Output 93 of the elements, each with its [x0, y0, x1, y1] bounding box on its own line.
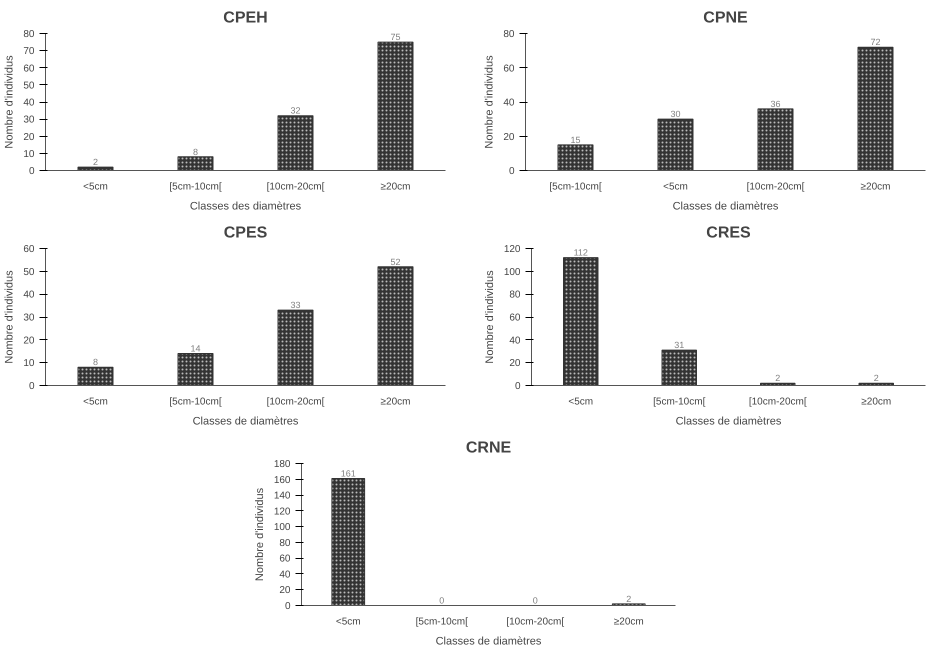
y-tick-label: 70 [23, 46, 35, 58]
x-tick-label: <5cm [83, 182, 108, 192]
y-tick-label: 180 [274, 459, 291, 470]
y-tick-label: 140 [274, 490, 291, 502]
x-tick-label: ≥20cm [861, 396, 892, 408]
y-tick-label: 0 [28, 381, 35, 392]
x-tick-label: [10cm-20cm[ [506, 616, 564, 628]
y-tick-label: 0 [514, 381, 521, 392]
y-tick-label: 0 [28, 166, 35, 177]
x-tick-label: ≥20cm [380, 182, 410, 192]
data-label: 33 [290, 300, 301, 310]
x-tick-label: [5cm-10cm[ [169, 182, 222, 192]
y-tick-label: 60 [23, 63, 35, 74]
y-tick-label: 60 [23, 244, 35, 255]
y-tick-label: 60 [503, 63, 515, 74]
y-axis-title: Nombre d'individus [3, 270, 16, 364]
x-tick-label: [10cm-20cm[ [266, 182, 325, 192]
data-label: 2 [775, 373, 780, 384]
x-tick-label: <5cm [568, 396, 594, 408]
x-axis-title: Classes de diamètres [676, 416, 782, 428]
x-axis-title: Classes de diamètres [672, 200, 779, 212]
x-tick-label: <5cm [83, 396, 108, 408]
x-tick-label: <5cm [663, 182, 688, 192]
data-label: 14 [190, 344, 201, 354]
data-label: 8 [192, 146, 198, 157]
data-label: 0 [532, 596, 538, 606]
y-axis-title: Nombre d'individus [3, 54, 16, 149]
y-tick-label: 0 [508, 166, 515, 177]
x-tick-label: ≥20cm [380, 396, 410, 408]
y-tick-label: 80 [509, 290, 521, 301]
y-tick-label: 30 [23, 312, 35, 324]
y-axis-title: Nombre d'individus [483, 54, 496, 149]
data-label: 161 [340, 468, 356, 478]
data-label: 2 [874, 373, 879, 384]
x-tick-label: <5cm [336, 616, 361, 628]
data-label: 36 [770, 98, 781, 109]
x-axis-title: Classes des diamètres [190, 200, 302, 212]
y-tick-label: 40 [23, 290, 35, 301]
y-tick-label: 40 [503, 98, 515, 108]
x-tick-label: [5cm-10cm[ [416, 616, 468, 628]
x-axis-title: Classes de diamètres [436, 636, 542, 648]
data-label: 112 [574, 248, 588, 258]
y-tick-label: 80 [279, 538, 291, 549]
y-tick-label: 120 [504, 244, 521, 255]
x-tick-label: [10cm-20cm[ [746, 182, 805, 192]
y-tick-label: 20 [23, 335, 35, 346]
y-tick-label: 20 [503, 132, 515, 143]
data-label: 2 [92, 157, 98, 168]
y-tick-label: 0 [284, 601, 291, 612]
x-tick-label: ≥20cm [614, 616, 644, 628]
y-tick-label: 60 [509, 312, 521, 324]
y-tick-label: 160 [274, 474, 291, 486]
chart-title: CPNE [703, 10, 748, 26]
y-tick-label: 100 [504, 266, 521, 278]
x-tick-label: ≥20cm [860, 182, 890, 192]
x-tick-label: [5cm-10cm[ [169, 396, 222, 408]
x-tick-label: [5cm-10cm[ [653, 396, 706, 408]
y-axis-title: Nombre d'individus [254, 487, 266, 582]
data-label: 8 [92, 357, 98, 368]
x-tick-label: [10cm-20cm[ [266, 396, 325, 408]
y-tick-label: 10 [23, 148, 35, 160]
y-tick-label: 10 [23, 358, 35, 370]
data-label: 31 [674, 340, 684, 350]
y-tick-label: 40 [279, 569, 291, 580]
y-tick-label: 80 [503, 29, 515, 40]
y-tick-label: 80 [23, 29, 35, 40]
y-tick-label: 40 [509, 335, 521, 346]
y-tick-label: 120 [274, 506, 291, 518]
y-tick-label: 40 [23, 98, 35, 108]
data-label: 32 [290, 106, 301, 116]
y-tick-label: 100 [274, 522, 291, 534]
x-axis-title: Classes de diamètres [192, 416, 299, 428]
chart-title: CPES [224, 224, 268, 242]
data-label: 72 [870, 37, 881, 48]
y-tick-label: 60 [279, 554, 291, 565]
data-label: 0 [439, 596, 444, 606]
data-label: 15 [570, 134, 581, 145]
y-axis-title: Nombre d'individus [484, 270, 496, 364]
y-tick-label: 50 [23, 266, 35, 278]
data-label: 30 [670, 109, 681, 120]
y-tick-label: 20 [509, 358, 521, 370]
y-tick-label: 20 [279, 585, 291, 596]
chart-title: CPEH [223, 10, 268, 26]
chart-title: CRNE [466, 440, 512, 456]
data-label: 52 [390, 256, 401, 267]
x-tick-label: [10cm-20cm[ [748, 396, 807, 408]
y-tick-label: 20 [23, 132, 35, 143]
x-tick-label: [5cm-10cm[ [549, 182, 602, 192]
data-label: 2 [626, 594, 632, 604]
chart-title: CRES [706, 224, 752, 242]
data-label: 75 [390, 32, 401, 42]
y-tick-label: 30 [23, 114, 35, 126]
y-tick-label: 50 [23, 80, 35, 92]
